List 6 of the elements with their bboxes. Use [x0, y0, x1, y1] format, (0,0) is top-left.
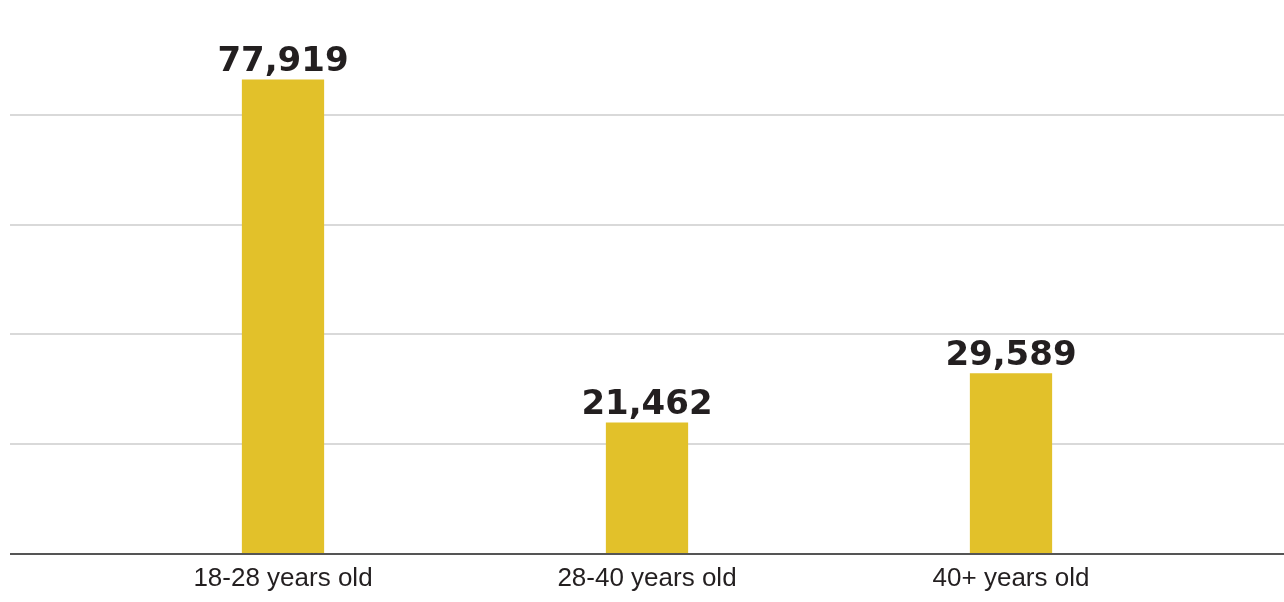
data-label: 29,589: [945, 332, 1077, 373]
data-label: 21,462: [581, 382, 713, 423]
data-label: 77,919: [217, 38, 349, 79]
x-tick-label: 18-28 years old: [193, 562, 373, 593]
x-tick-label: 28-40 years old: [557, 562, 737, 593]
x-tick-label: 40+ years old: [932, 562, 1090, 593]
